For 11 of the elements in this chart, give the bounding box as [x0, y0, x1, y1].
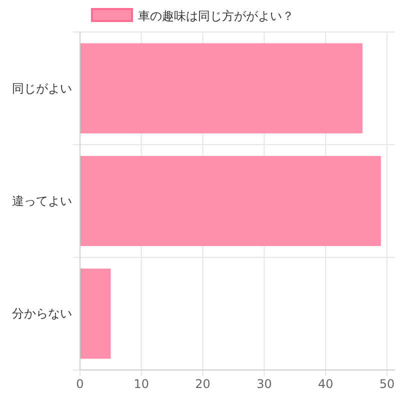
x-tick-label: 0 [76, 377, 84, 391]
series-label: 車の趣味は同じ方ががよい？ [138, 9, 294, 23]
y-tick-label: 違ってよい [12, 194, 72, 208]
x-tick-label: 40 [318, 377, 334, 391]
y-tick-label: 分からない [12, 306, 72, 321]
x-tick-label: 10 [134, 377, 150, 391]
legend: 車の趣味は同じ方ががよい？ [91, 8, 294, 23]
y-tick-label: 同じがよい [12, 81, 72, 96]
x-tick-label: 50 [379, 377, 395, 391]
x-tick-label: 20 [195, 377, 210, 391]
x-tick-label: 30 [256, 377, 272, 391]
